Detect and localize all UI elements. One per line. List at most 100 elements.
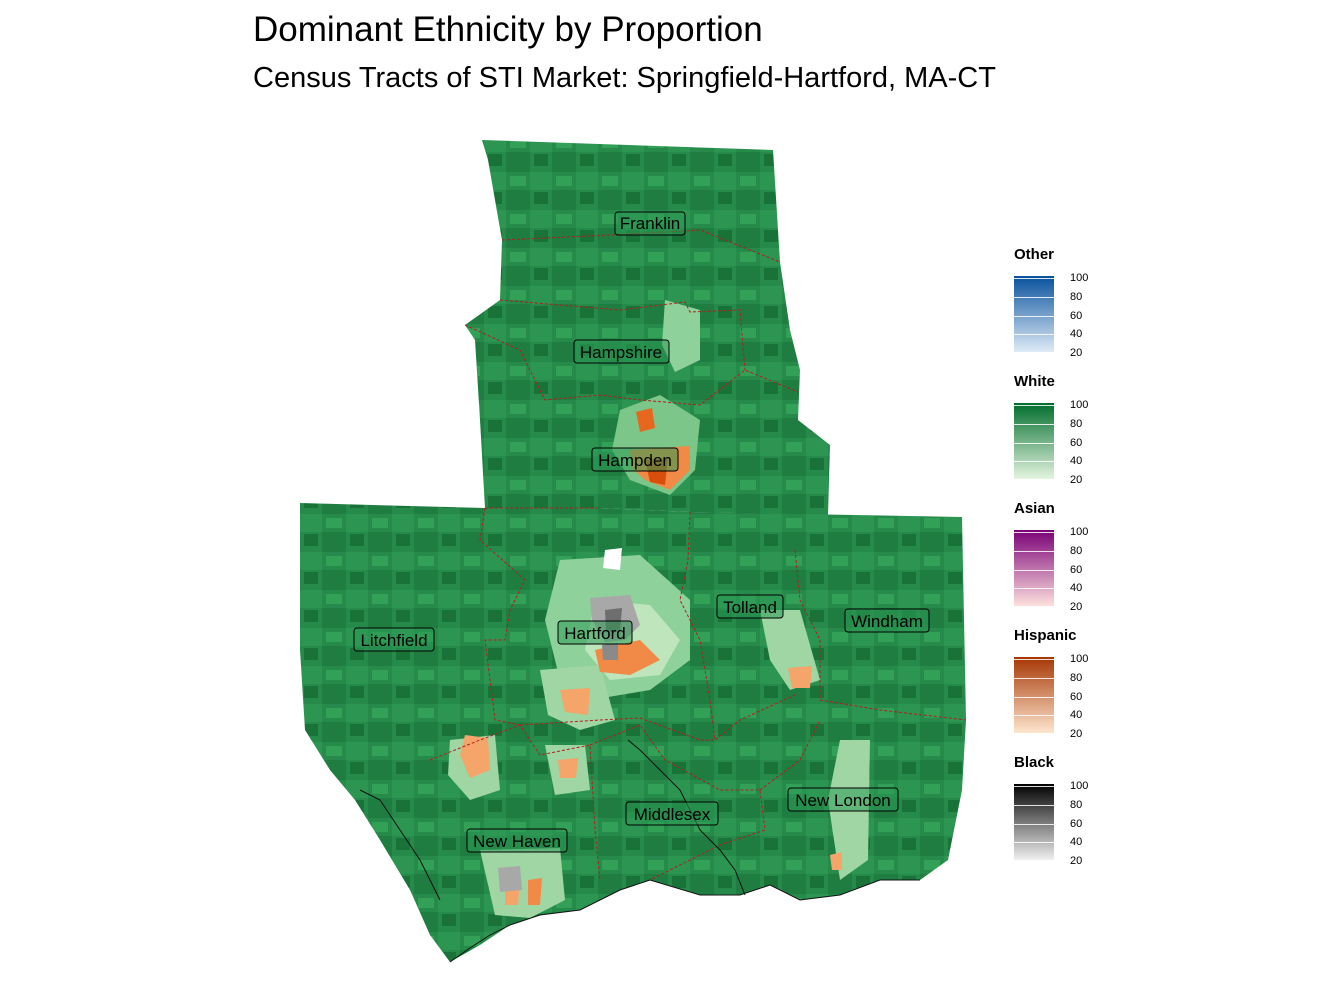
legend-title: White bbox=[1014, 373, 1055, 390]
legend-title: Asian bbox=[1014, 500, 1055, 517]
legend-tick-line bbox=[1014, 842, 1054, 844]
legend-tick-line bbox=[1014, 334, 1054, 336]
legend-asian: Asian 100 80 60 40 20 bbox=[1014, 500, 1124, 627]
legend-tick-line bbox=[1014, 442, 1054, 444]
legend-colorbar bbox=[1014, 403, 1054, 479]
legend-tick-label: 60 bbox=[1070, 563, 1083, 576]
county-label-hampden: Hampden bbox=[591, 447, 679, 472]
legend-tick-line bbox=[1014, 734, 1054, 736]
legend-tick-line bbox=[1014, 532, 1054, 533]
legend-tick-label: 100 bbox=[1070, 399, 1089, 411]
county-label-litchfield: Litchfield bbox=[353, 627, 435, 652]
legend-colorbar bbox=[1014, 530, 1054, 606]
hispanic-tracts-new-london bbox=[830, 852, 842, 870]
legend-colorbar bbox=[1014, 276, 1054, 352]
svg-text:Tolland: Tolland bbox=[723, 598, 777, 617]
map-title: Dominant Ethnicity by Proportion bbox=[253, 10, 763, 49]
legend-tick-label: 100 bbox=[1070, 653, 1089, 665]
legend-tick-label: 20 bbox=[1070, 855, 1083, 868]
svg-text:Hartford: Hartford bbox=[564, 624, 625, 643]
legend-tick-line bbox=[1014, 823, 1054, 825]
legend-title: Hispanic bbox=[1014, 627, 1077, 644]
county-boundaries bbox=[429, 229, 967, 881]
county-label-hampshire: Hampshire bbox=[573, 339, 670, 364]
svg-text:Hampden: Hampden bbox=[598, 451, 672, 470]
legend-white: White 100 80 60 40 20 bbox=[1014, 373, 1124, 500]
svg-text:Litchfield: Litchfield bbox=[360, 631, 427, 650]
legend-tick-label: 20 bbox=[1070, 474, 1083, 487]
legend-tick-label: 80 bbox=[1070, 417, 1083, 430]
legend-black: Black 100 80 60 40 20 bbox=[1014, 754, 1124, 881]
choropleth-map: Franklin Hampshire Hampden Litchfield Ha… bbox=[300, 140, 967, 963]
county-label-tolland: Tolland bbox=[716, 594, 784, 619]
legend-tick-line bbox=[1014, 677, 1054, 679]
legend-tick-line bbox=[1014, 588, 1054, 590]
county-label-windham: Windham bbox=[844, 608, 930, 633]
legend-tick-line bbox=[1014, 353, 1054, 355]
legend-tick-label: 60 bbox=[1070, 436, 1083, 449]
airport-blank-area bbox=[603, 548, 622, 570]
legend-title: Other bbox=[1014, 246, 1055, 263]
legend-tick-line bbox=[1014, 315, 1054, 317]
svg-text:New Haven: New Haven bbox=[473, 832, 561, 851]
legend-hispanic: Hispanic 100 80 60 40 20 bbox=[1014, 627, 1124, 754]
county-label-new-london: New London bbox=[787, 787, 899, 812]
legend-tick-line bbox=[1014, 278, 1054, 279]
legend-tick-label: 80 bbox=[1070, 798, 1083, 811]
legend-tick-line bbox=[1014, 696, 1054, 698]
legend-tick-line bbox=[1014, 550, 1054, 552]
legend-tick-line bbox=[1014, 405, 1054, 406]
county-label-franklin: Franklin bbox=[614, 211, 686, 236]
legend-tick-label: 60 bbox=[1070, 309, 1083, 322]
legend-title: Black bbox=[1014, 754, 1055, 771]
urban-area-new-haven bbox=[480, 848, 565, 918]
hispanic-tracts-meriden bbox=[558, 758, 578, 778]
legend-tick-line bbox=[1014, 715, 1054, 717]
legend-tick-label: 40 bbox=[1070, 328, 1083, 341]
urban-area-amherst bbox=[662, 300, 700, 372]
massachusetts-region bbox=[465, 140, 830, 515]
county-label-hartford: Hartford bbox=[557, 620, 633, 645]
svg-text:Franklin: Franklin bbox=[620, 214, 680, 233]
svg-text:New London: New London bbox=[795, 791, 890, 810]
legend-tick-label: 80 bbox=[1070, 290, 1083, 303]
black-tracts-new-haven bbox=[498, 866, 522, 892]
legend-tick-label: 100 bbox=[1070, 526, 1089, 538]
legend-tick-line bbox=[1014, 786, 1054, 787]
legend-tick-line bbox=[1014, 461, 1054, 463]
legend-tick-line bbox=[1014, 569, 1054, 571]
svg-text:Windham: Windham bbox=[851, 612, 923, 631]
legend-tick-label: 40 bbox=[1070, 455, 1083, 468]
legend-tick-label: 20 bbox=[1070, 601, 1083, 614]
legend-other: Other 100 80 60 40 20 bbox=[1014, 246, 1124, 373]
county-label-new-haven: New Haven bbox=[466, 828, 568, 853]
legend-tick-label: 60 bbox=[1070, 817, 1083, 830]
legend-tick-line bbox=[1014, 659, 1054, 660]
legend-tick-label: 20 bbox=[1070, 728, 1083, 741]
legend-tick-line bbox=[1014, 607, 1054, 609]
legend: Other 100 80 60 40 20 White 100 80 60 40 20 Asia… bbox=[1014, 246, 1124, 881]
svg-text:Hampshire: Hampshire bbox=[580, 343, 662, 362]
legend-tick-label: 20 bbox=[1070, 347, 1083, 360]
legend-tick-line bbox=[1014, 804, 1054, 806]
black-tracts-hartford-south bbox=[602, 643, 618, 660]
hispanic-tracts-new-britain bbox=[560, 688, 590, 715]
legend-tick-label: 80 bbox=[1070, 671, 1083, 684]
map-subtitle: Census Tracts of STI Market: Springfield… bbox=[253, 62, 996, 94]
hispanic-tracts-new-haven-east bbox=[528, 878, 542, 905]
county-label-middlesex: Middlesex bbox=[625, 801, 719, 826]
legend-colorbar bbox=[1014, 657, 1054, 733]
hispanic-tracts-waterbury bbox=[460, 735, 490, 778]
legend-tick-label: 100 bbox=[1070, 272, 1089, 284]
legend-tick-label: 40 bbox=[1070, 709, 1083, 722]
legend-tick-label: 40 bbox=[1070, 836, 1083, 849]
legend-tick-label: 60 bbox=[1070, 690, 1083, 703]
legend-colorbar bbox=[1014, 784, 1054, 860]
legend-tick-label: 40 bbox=[1070, 582, 1083, 595]
hispanic-tracts-holyoke bbox=[636, 408, 655, 432]
svg-text:Middlesex: Middlesex bbox=[634, 805, 711, 824]
legend-tick-line bbox=[1014, 480, 1054, 482]
legend-tick-line bbox=[1014, 423, 1054, 425]
legend-tick-line bbox=[1014, 861, 1054, 863]
legend-tick-line bbox=[1014, 296, 1054, 298]
